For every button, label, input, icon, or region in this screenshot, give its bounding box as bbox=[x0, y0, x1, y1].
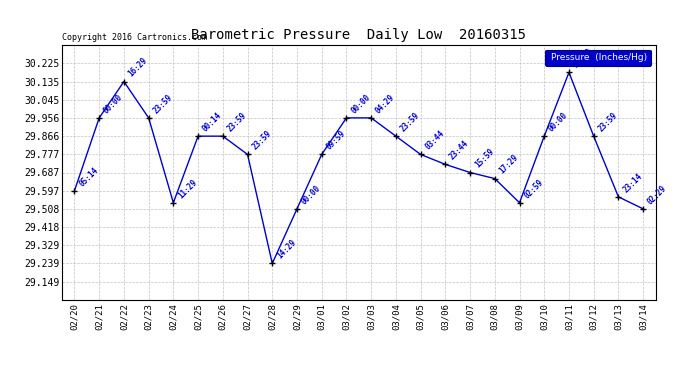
Text: 15:59: 15:59 bbox=[473, 147, 495, 170]
Text: 02:29: 02:29 bbox=[646, 183, 669, 206]
Text: 00:14: 00:14 bbox=[201, 111, 224, 134]
Text: 23:59: 23:59 bbox=[596, 111, 619, 134]
Text: 04:29: 04:29 bbox=[374, 92, 397, 115]
Text: 23:59: 23:59 bbox=[250, 129, 273, 152]
Text: 23:14: 23:14 bbox=[621, 171, 644, 194]
Text: 03:44: 03:44 bbox=[424, 129, 446, 152]
Text: 23:00: 23:00 bbox=[572, 47, 595, 70]
Text: 02:59: 02:59 bbox=[522, 177, 545, 200]
Text: 11:29: 11:29 bbox=[176, 177, 199, 200]
Text: 17:29: 17:29 bbox=[497, 153, 520, 176]
Text: 00:00: 00:00 bbox=[299, 183, 322, 206]
Text: 23:59: 23:59 bbox=[399, 111, 422, 134]
Text: 16:29: 16:29 bbox=[127, 56, 150, 79]
Legend: Pressure  (Inches/Hg): Pressure (Inches/Hg) bbox=[545, 50, 651, 66]
Text: 00:00: 00:00 bbox=[102, 92, 125, 115]
Text: 05:14: 05:14 bbox=[77, 165, 100, 188]
Text: 23:44: 23:44 bbox=[448, 139, 471, 162]
Text: 14:29: 14:29 bbox=[275, 238, 298, 261]
Title: Barometric Pressure  Daily Low  20160315: Barometric Pressure Daily Low 20160315 bbox=[191, 28, 526, 42]
Text: 23:59: 23:59 bbox=[226, 111, 248, 134]
Text: 00:00: 00:00 bbox=[349, 92, 372, 115]
Text: 00:00: 00:00 bbox=[547, 111, 570, 134]
Text: 09:59: 09:59 bbox=[324, 129, 347, 152]
Text: 23:59: 23:59 bbox=[151, 92, 174, 115]
Text: Copyright 2016 Cartronics.com: Copyright 2016 Cartronics.com bbox=[62, 33, 207, 42]
